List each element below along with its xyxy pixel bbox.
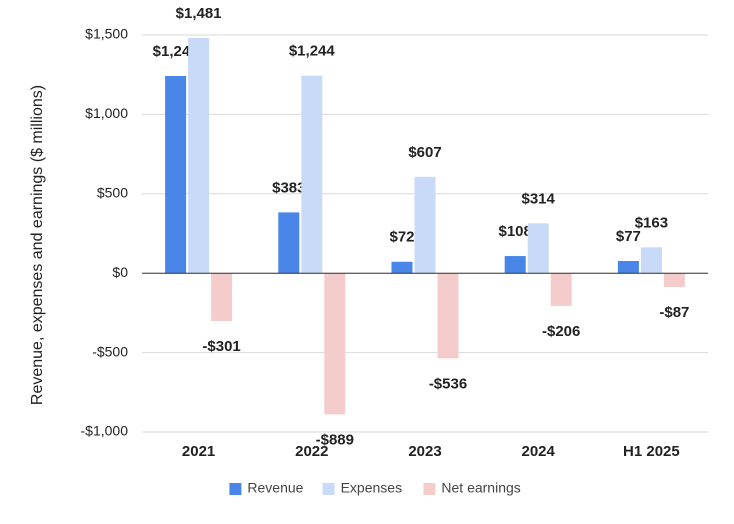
bar (437, 273, 459, 359)
data-label: $383 (272, 179, 305, 196)
data-label: -$889 (316, 431, 354, 448)
bar (278, 212, 300, 274)
legend-label: Expenses (341, 480, 402, 496)
legend-label: Net earnings (441, 480, 520, 496)
bar (527, 223, 549, 274)
bar (188, 38, 210, 274)
legend-swatch (322, 483, 335, 495)
bar (640, 247, 662, 274)
data-label: $1,481 (176, 5, 222, 22)
y-tick-label: $1,500 (85, 26, 128, 42)
bar (211, 273, 233, 321)
y-tick-label: $0 (112, 264, 128, 280)
data-label: -$536 (429, 375, 467, 392)
bar (391, 261, 413, 274)
bar (324, 273, 346, 415)
data-label: -$206 (542, 323, 580, 340)
data-label: $72 (389, 229, 414, 246)
x-tick-label: 2023 (408, 443, 441, 460)
bar (301, 75, 323, 274)
y-tick-label: -$1,000 (81, 423, 129, 439)
data-label: $163 (635, 214, 668, 231)
data-label: $77 (616, 228, 641, 245)
bar (414, 176, 436, 274)
x-tick-label: 2021 (182, 443, 215, 460)
bar (504, 256, 526, 274)
data-label: $314 (522, 190, 556, 207)
bar (550, 273, 572, 306)
y-tick-label: -$500 (92, 343, 128, 359)
data-label: $607 (408, 144, 441, 161)
x-tick-label: 2024 (522, 443, 556, 460)
legend-label: Revenue (247, 480, 303, 496)
x-tick-label: H1 2025 (623, 443, 680, 460)
x-tick-label: 2022 (295, 443, 328, 460)
bar (663, 273, 685, 288)
legend-swatch (229, 483, 242, 495)
data-label: $1,244 (289, 43, 336, 60)
bar (165, 75, 187, 274)
data-label: $1,242 (153, 43, 199, 60)
bar (617, 260, 639, 274)
data-label: $108 (499, 223, 532, 240)
data-label: -$87 (659, 304, 689, 321)
data-label: -$301 (202, 338, 240, 355)
y-axis-title: Revenue, expenses and earnings ($ millio… (29, 85, 46, 405)
y-tick-label: $1,000 (85, 105, 128, 121)
y-tick-label: $500 (97, 185, 128, 201)
legend-swatch (423, 483, 436, 495)
